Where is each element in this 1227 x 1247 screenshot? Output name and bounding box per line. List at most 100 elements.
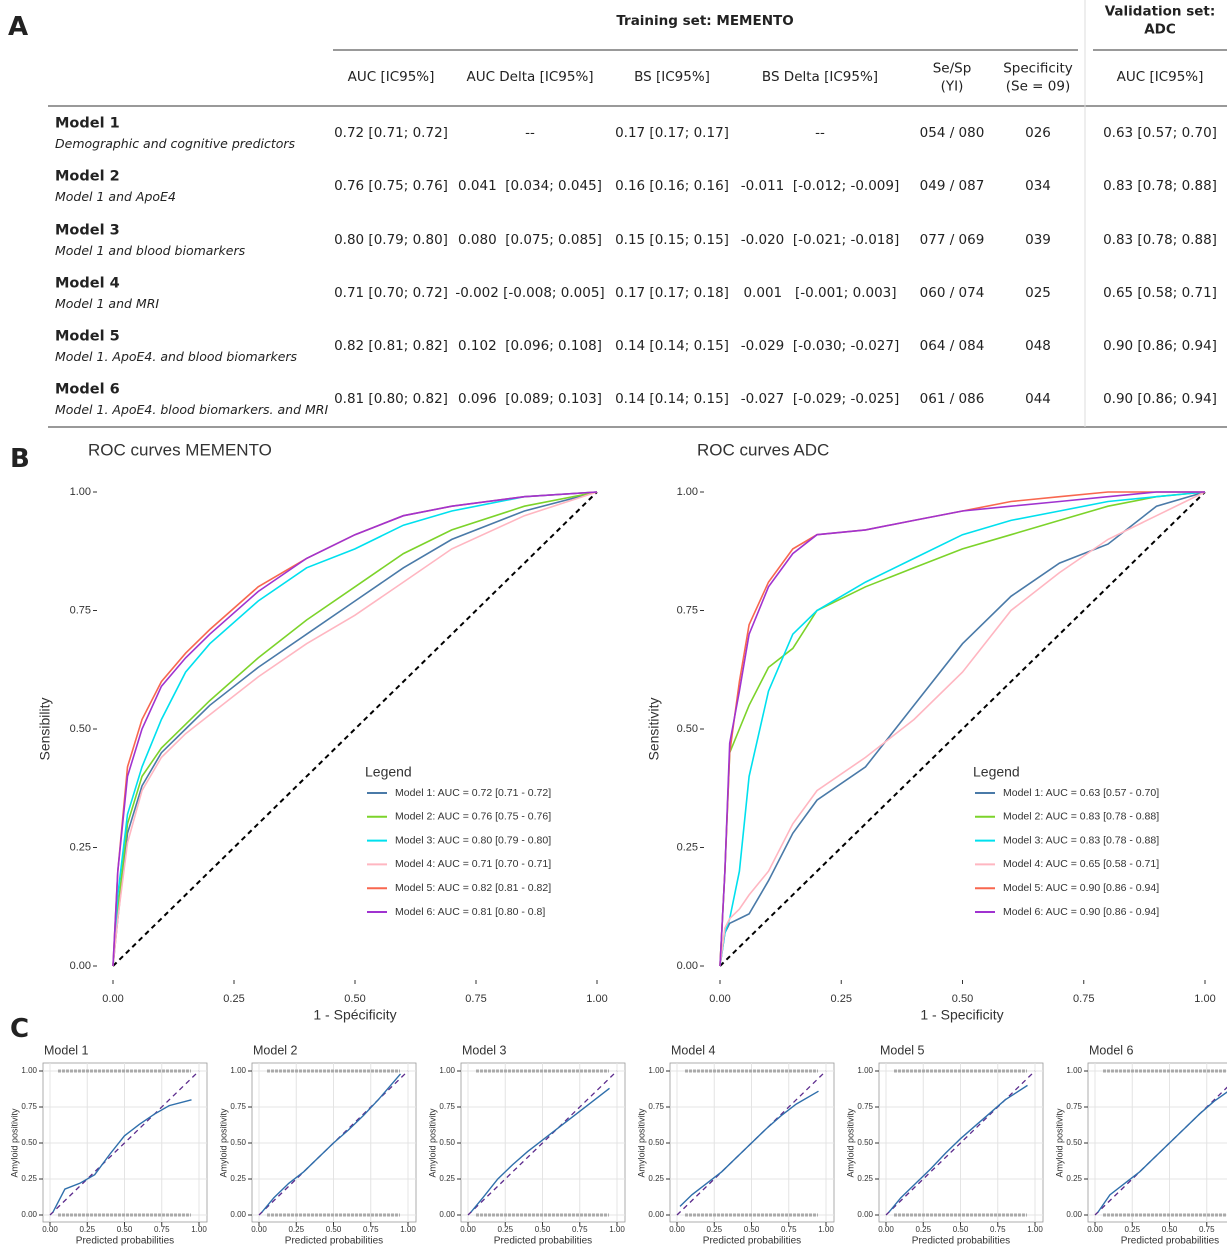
table-cell: 025 [1025,285,1051,302]
table-cell: 0.83 [0.78; 0.88] [1103,232,1217,249]
curve [719,491,1206,967]
column-header: Se/Sp (YI) [932,60,972,94]
table-cell: -0.027 [-0.029; -0.025] [740,391,900,408]
x-tick-label: 0.50 [117,1225,133,1234]
x-tick-label: 0.75 [465,993,486,1005]
curve [1097,1091,1227,1213]
column-header: Specificity (Se = 09) [1003,60,1073,94]
table-cell: 034 [1025,178,1051,195]
x-tick-label: 0.25 [831,993,852,1005]
row-name: Model 6 [55,381,120,398]
y-tick-label: 0.00 [230,1210,246,1219]
y-tick-label: 0.25 [439,1174,455,1183]
x-tick-label: 0.50 [535,1225,551,1234]
table-cell: 0.14 [0.14; 0.15] [615,338,729,355]
table-cell: 0.080 [0.075; 0.085] [458,232,602,249]
curve [719,491,1206,967]
y-tick-label: 0.00 [857,1210,873,1219]
table-cell: 0.15 [0.15; 0.15] [615,232,729,249]
column-header: AUC [IC95%] [1116,69,1204,86]
y-tick-label: 0.50 [230,1138,246,1147]
curve [719,491,1205,967]
curve [112,491,598,967]
x-tick-label: 0.50 [953,1225,969,1234]
x-tick-label: 0.00 [669,1225,685,1234]
y-tick-label: 1.00 [1066,1066,1082,1075]
table-cell: 060 / 074 [919,285,985,302]
y-tick-label: 0.75 [439,1102,455,1111]
table-cell: 0.17 [0.17; 0.17] [615,125,729,142]
y-axis-label: Amyloid positivity [1054,1108,1064,1178]
legend-title: Legend [973,764,1020,780]
legend-entry: Model 5: AUC = 0.82 [0.81 - 0.82] [395,882,551,894]
y-tick-label: 0.25 [21,1174,37,1183]
y-tick-label: 0.25 [648,1174,664,1183]
curve [888,1084,1028,1213]
table-cell: 054 / 080 [919,125,985,142]
x-axis-label: Predicted probabilities [1121,1236,1219,1247]
group-header: Validation set: ADC [1104,3,1216,37]
x-axis-label: Predicted probabilities [912,1236,1010,1247]
panel-label: C [10,1014,30,1045]
x-tick-label: 0.00 [42,1225,58,1234]
chart: ROC curves MEMENTO Sensibility 1 - Spécifi… [37,440,608,1022]
table-cell: -0.029 [-0.030; -0.027] [740,338,900,355]
row-name: Model 3 [55,222,120,239]
y-tick-label: 1.00 [648,1066,664,1075]
curve [112,491,598,967]
chart: Model 5 Amyloid positivity Predicted proba… [845,1043,1044,1247]
y-tick-label: 0.25 [70,841,91,853]
chart-title: Model 6 [1089,1043,1134,1057]
x-tick-label: 0.00 [1087,1225,1103,1234]
chart: Model 3 Amyloid positivity Predicted proba… [427,1043,626,1247]
x-tick-label: 1.00 [586,993,607,1005]
table-cell: 0.65 [0.58; 0.71] [1103,285,1217,302]
group-header: Training set: MEMENTO [616,13,794,30]
table-cell: 0.81 [0.80; 0.82] [334,391,448,408]
x-tick-label: 0.75 [1199,1225,1215,1234]
chart-title: Model 1 [44,1043,89,1057]
row-description: Model 1 and ApoE4 [55,188,176,204]
legend-title: Legend [365,764,412,780]
chart-title: ROC curves MEMENTO [88,440,272,459]
y-axis-label: Amyloid positivity [9,1108,19,1178]
y-tick-label: 0.50 [439,1138,455,1147]
table-cell: 0.72 [0.71; 0.72] [334,125,448,142]
legend-entry: Model 2: AUC = 0.83 [0.78 - 0.88] [1003,811,1159,823]
y-tick-label: 1.00 [21,1066,37,1075]
reference-diagonal [112,491,598,967]
chart-title: Model 4 [671,1043,716,1057]
chart-title: Model 2 [253,1043,298,1057]
x-tick-label: 0.25 [1124,1225,1140,1234]
y-axis-label: Amyloid positivity [427,1108,437,1178]
table-cell: 048 [1025,338,1051,355]
row-name: Model 1 [55,115,120,132]
table-cell: 0.001 [-0.001; 0.003] [743,285,897,302]
table-cell: -- [525,125,535,142]
y-tick-label: 1.00 [439,1066,455,1075]
x-tick-label: 0.00 [251,1225,267,1234]
table-cell: 0.14 [0.14; 0.15] [615,391,729,408]
table-cell: 0.76 [0.75; 0.76] [334,178,448,195]
table-cell: 0.096 [0.089; 0.103] [458,391,602,408]
x-tick-label: 0.75 [990,1225,1006,1234]
x-axis-label: 1 - Specificity [920,1007,1003,1023]
x-axis-label: Predicted probabilities [285,1236,383,1247]
table-cell: -0.002 [-0.008; 0.005] [455,285,605,302]
x-tick-label: 0.25 [497,1225,513,1234]
row-description: Model 1 and MRI [55,295,160,311]
table-cell: 061 / 086 [919,391,985,408]
curve [719,491,1206,967]
curve [52,1099,192,1213]
table-cell: 0.17 [0.17; 0.18] [615,285,729,302]
y-tick-label: 0.75 [21,1102,37,1111]
x-tick-label: 0.75 [363,1225,379,1234]
row-description: Model 1. ApoE4. blood biomarkers. and MR… [55,401,329,417]
y-axis-label: Sensibility [37,697,53,760]
x-tick-label: 1.00 [1194,993,1215,1005]
table-cell: 064 / 084 [919,338,985,355]
legend-entry: Model 5: AUC = 0.90 [0.86 - 0.94] [1003,882,1159,894]
curve [679,1090,819,1207]
table-cell: 044 [1025,391,1051,408]
